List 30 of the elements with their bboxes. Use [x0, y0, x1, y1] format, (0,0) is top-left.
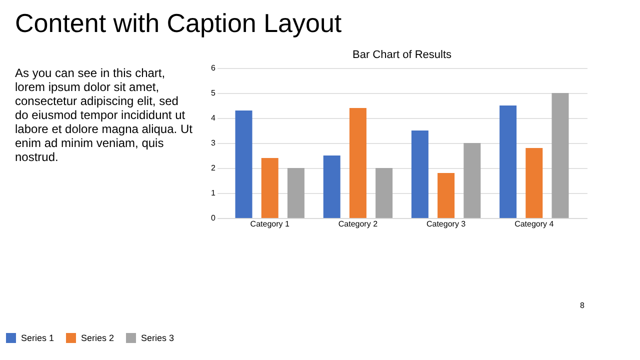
y-tick-label: 0	[211, 214, 216, 222]
x-tick-label: Category 3	[426, 220, 466, 228]
bar	[287, 168, 304, 218]
legend-label: Series 3	[141, 333, 174, 343]
bar	[235, 110, 252, 218]
bar	[411, 130, 428, 218]
bar	[526, 148, 543, 218]
bar	[376, 168, 393, 218]
text: Content with Caption Layout	[15, 8, 342, 38]
bar	[349, 108, 366, 218]
chart-title: Bar Chart of Results	[352, 49, 452, 61]
bar	[500, 106, 517, 218]
y-tick-label: 6	[211, 64, 216, 72]
legend-label: Series 1	[21, 333, 54, 343]
y-tick-label: 3	[211, 138, 216, 148]
y-tick-label: 1	[211, 188, 216, 198]
text: As you can see in this chart, lorem ipsum dolor sit amet, consectetur adipiscing elit, sed do eiusmod tempor incididunt ut labore et dolore magna aliqua. Ut enim ad minim veniam, quis nostrud.	[15, 66, 194, 164]
y-tick-label: 4	[211, 114, 216, 122]
x-tick-label: Category 4	[514, 220, 554, 228]
bar	[552, 93, 569, 218]
bar	[438, 173, 455, 218]
x-tick-label: Category 2	[338, 220, 378, 228]
bar	[464, 143, 481, 218]
y-tick-label: 2	[211, 164, 216, 172]
bar	[261, 158, 278, 218]
text: 8	[580, 301, 585, 310]
y-tick-label: 5	[211, 88, 216, 98]
bar	[323, 156, 340, 218]
legend-label: Series 2	[81, 333, 114, 343]
x-tick-label: Category 1	[250, 220, 290, 228]
